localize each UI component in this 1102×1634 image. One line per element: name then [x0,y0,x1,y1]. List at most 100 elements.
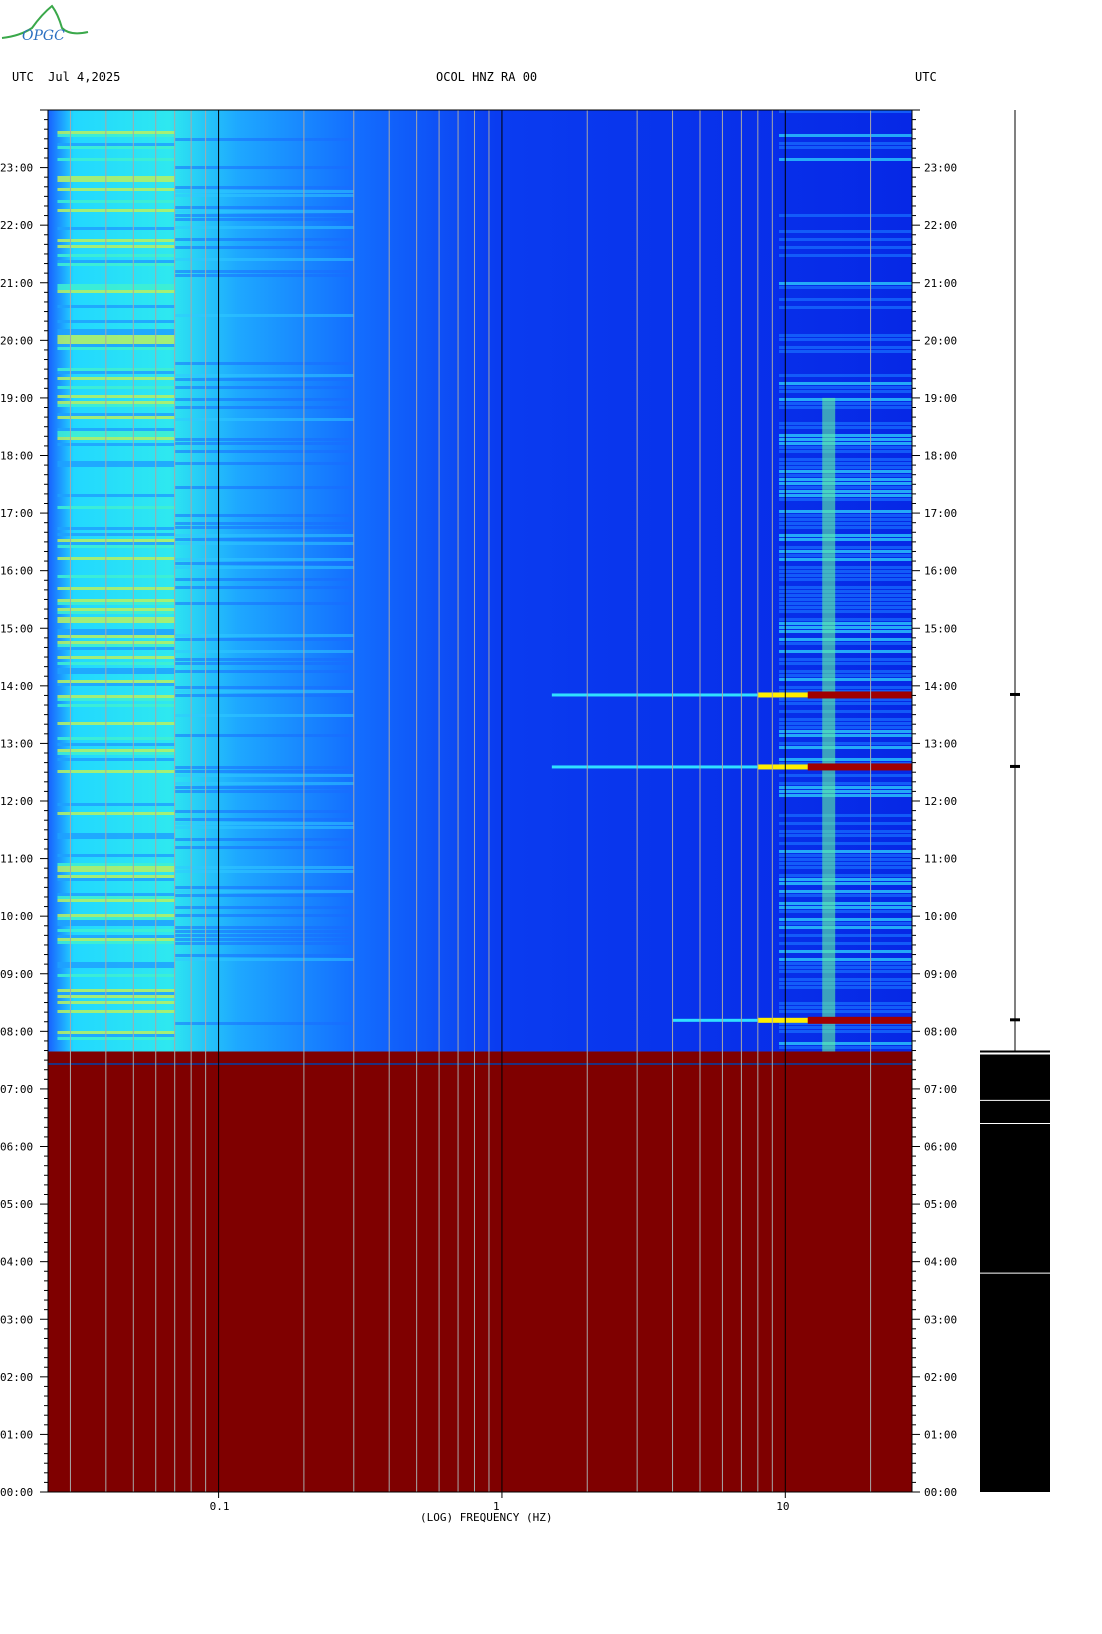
spectrum-stripe [57,413,175,416]
spectrum-stripe [57,752,175,755]
spectrum-stripe [174,938,354,941]
spectrum-stripe [57,737,175,740]
spectrum-stripe [57,434,175,437]
spectrum-stripe [778,866,912,869]
spectrum-stripe [778,470,912,473]
spectrum-stripe [778,1010,912,1013]
spectrum-stripe [778,334,912,337]
spectrum-stripe [57,461,175,464]
spectrum-stripe [778,486,912,489]
spectrum-stripe [778,1006,912,1009]
spectrum-stripe [57,188,175,191]
y-tick-label: 12:00 [924,795,957,808]
spectrum-stripe [57,704,175,707]
spectrum-stripe [57,644,175,647]
y-tick-label: 23:00 [924,162,957,175]
y-tick-label: 05:00 [924,1198,957,1211]
spectrum-stripe [778,674,912,677]
spectrum-stripe [57,428,175,431]
spectrum-stripe [57,749,175,752]
spectrum-stripe [778,158,912,161]
spectrum-stripe [174,846,354,849]
spectrum-stripe [57,386,175,389]
y-tick-label: 11:00 [0,853,33,866]
spectrum-stripe [57,371,175,374]
spectrum-stripe [174,810,354,813]
spectrum-stripe [57,305,175,308]
spectrum-stripe [57,683,175,686]
y-tick-label: 15:00 [924,622,957,635]
spectrum-stripe [778,782,912,785]
spectrum-stripe [778,850,912,853]
spectrum-stripe [57,668,175,671]
spectrum-stripe [57,656,175,659]
y-tick-label: 00:00 [0,1486,33,1499]
spectrum-stripe [57,938,175,941]
spectrum-stripe [174,418,354,421]
spectrum-stripe [174,210,354,213]
spectrum-stripe [778,858,912,861]
spectrum-stripe [778,374,912,377]
spectrum-stripe [174,238,354,241]
spectrum-stripe [57,227,175,230]
no-data-divider [48,1063,912,1066]
spectrum-stripe [57,464,175,467]
spectrum-stripe [57,347,175,350]
spectrum-stripe [778,650,912,653]
spectrum-stripe [174,694,354,697]
y-tick-label: 16:00 [0,565,33,578]
y-tick-label: 22:00 [924,219,957,232]
spectrum-stripe [778,922,912,925]
spectrum-stripe [778,834,912,837]
spectrum-stripe [778,950,912,953]
spectrum-stripe [778,890,912,893]
spectrum-stripe [778,482,912,485]
y-tick-label: 23:00 [0,162,33,175]
spectrum-stripe [778,726,912,729]
spectrum-stripe [174,314,354,317]
spectrum-stripe [57,770,175,773]
spectrum-stripe [57,1031,175,1034]
y-tick-label: 10:00 [924,910,957,923]
spectrum-stripe [778,794,912,797]
spectrum-stripe [778,494,912,497]
spectrum-stripe [57,263,175,266]
spectrum-stripe [778,590,912,593]
y-tick-label: 01:00 [924,1428,957,1441]
spectrum-stripe [174,866,354,869]
spectrum-stripe [174,542,354,545]
spectrum-stripe [57,695,175,698]
spectrum-stripe [174,270,354,273]
spectrum-stripe [174,578,354,581]
spectrum-stripe [778,978,912,981]
event-peak [807,691,912,699]
y-tick-label: 13:00 [0,737,33,750]
spectrum-stripe [778,638,912,641]
event-line [551,693,912,697]
y-tick-label: 14:00 [924,680,957,693]
spectrum-stripe [778,622,912,625]
no-data-region [48,1051,912,1492]
y-tick-label: 20:00 [0,334,33,347]
spectrum-stripe [778,478,912,481]
spectrum-stripe [174,690,354,693]
spectrum-stripe [778,822,912,825]
y-tick-label: 08:00 [924,1025,957,1038]
spectrum-stripe [57,401,175,404]
spectrum-stripe [57,608,175,611]
spectrum-stripe [174,770,354,773]
spectrum-stripe [778,438,912,441]
spectrum-stripe [778,230,912,233]
spectrum-stripe [57,920,175,923]
spectrum-stripe [57,329,175,332]
spectrum-stripe [57,899,175,902]
y-tick-label: 15:00 [0,622,33,635]
spectrum-stripe [778,678,912,681]
spectrum-stripe [174,398,354,401]
spectrum-stripe [778,298,912,301]
spectrum-stripe [778,518,912,521]
spectrum-stripe [57,599,175,602]
spectrum-stripe [57,875,175,878]
spectrum-stripe [57,863,175,866]
spectrum-stripe [174,890,354,893]
